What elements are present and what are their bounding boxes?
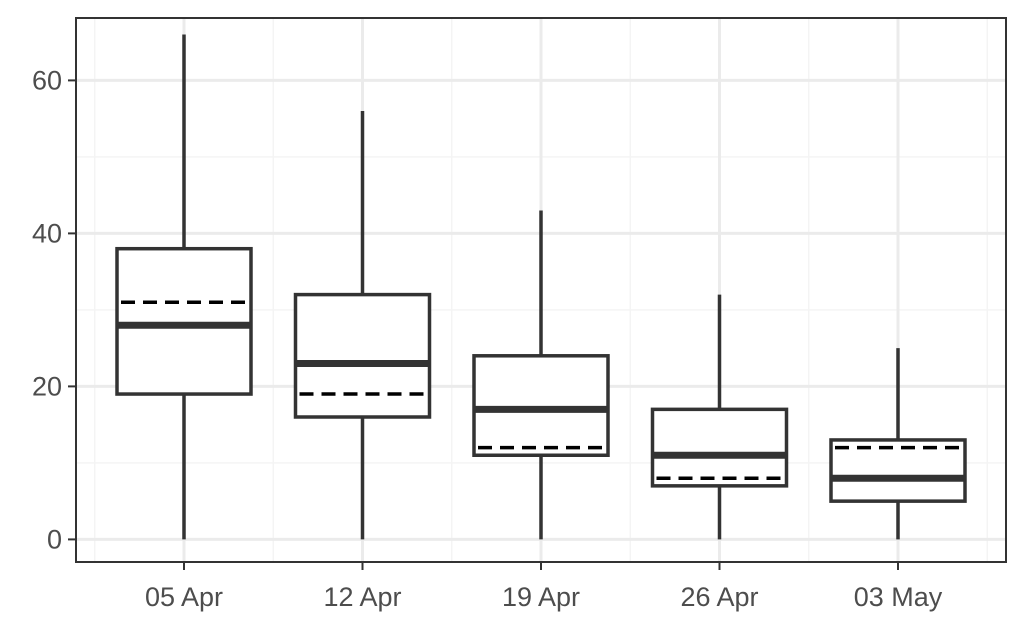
- x-tick-label: 26 Apr: [680, 582, 758, 612]
- iqr-box: [293, 292, 432, 419]
- y-tick-label: 60: [32, 65, 62, 95]
- axis-layer: 0 20 40 60 05 Apr 12 Apr 19 Apr 26 Apr 03 May: [32, 65, 943, 612]
- x-tick-label: 19 Apr: [502, 582, 580, 612]
- x-tick-label: 05 Apr: [145, 582, 223, 612]
- y-tick-label: 0: [47, 524, 62, 554]
- box-layer: [115, 34, 967, 540]
- y-tick-label: 20: [32, 371, 62, 401]
- box-03-may: [829, 348, 967, 540]
- box-05-apr: [115, 34, 253, 540]
- x-tick-label: 03 May: [854, 582, 943, 612]
- x-tick-label: 12 Apr: [323, 582, 401, 612]
- iqr-box: [472, 354, 610, 457]
- iqr-box: [829, 438, 967, 503]
- box-19-apr: [472, 210, 610, 540]
- iqr-box: [650, 407, 789, 488]
- box-12-apr: [293, 111, 432, 540]
- y-tick-label: 40: [32, 218, 62, 248]
- box-26-apr: [650, 294, 789, 540]
- iqr-box: [115, 246, 253, 396]
